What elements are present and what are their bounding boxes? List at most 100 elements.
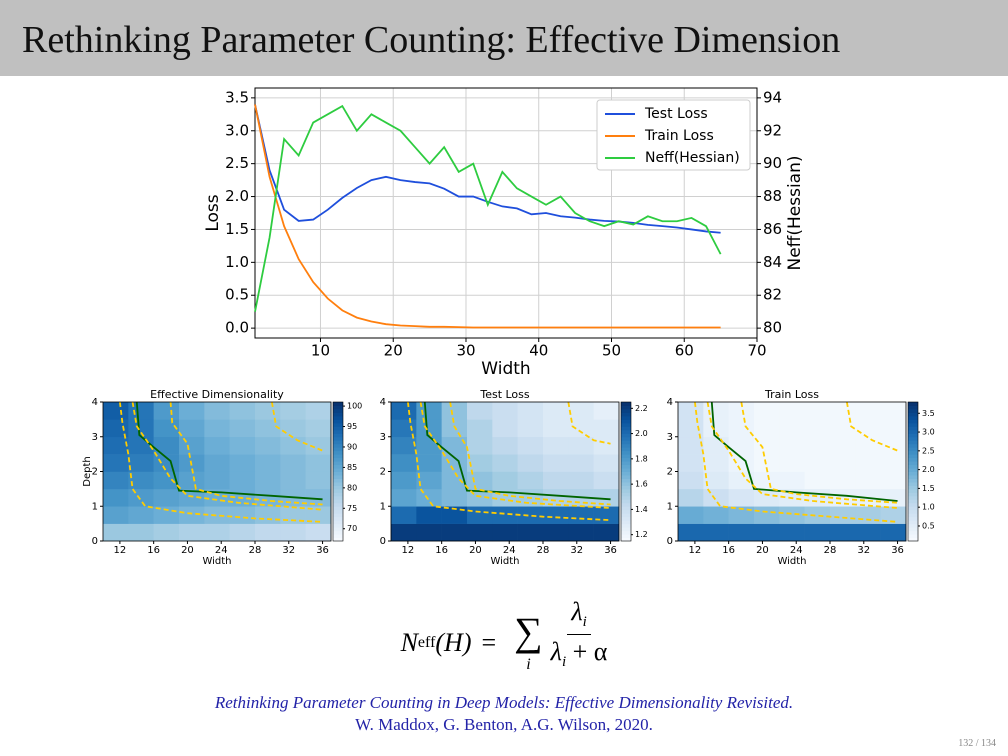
heatmap-cell [416,488,442,507]
colorbar-frame [907,401,919,542]
heatmap-cell [804,436,831,455]
colorbar-step [333,408,343,413]
colorbar-step [333,443,343,448]
colorbar-step [621,450,631,455]
heatmap-cell [467,419,493,438]
heatmap-cell [255,506,281,524]
colorbar-step [621,422,631,427]
colorbar-step [908,450,918,455]
citation-authors: W. Maddox, G. Benton, A.G. Wilson, 2020. [355,715,653,734]
colorbar-step [333,530,343,535]
heatmap-cell [593,454,620,472]
heatmap-cell [128,402,154,420]
heatmap-cell [728,488,755,507]
contour [693,401,898,523]
y-tick-label: 3.0 [225,121,249,139]
heatmap-cell [416,506,442,524]
heatmap-cell [280,471,306,490]
heatmap-cell [728,436,755,455]
formula-sum: ∑ i [514,612,543,674]
heatmap-cell [153,523,180,542]
colorbar-step [333,429,343,434]
colorbar-step [333,513,343,518]
heatmap-cell [179,506,205,524]
colorbar-step [333,516,343,521]
colorbar-step [908,513,918,518]
x-tick-label: 28 [249,545,262,556]
lambda: λ [550,636,562,666]
chart-title: Test Loss [479,388,530,401]
heatmap-cell [754,454,780,472]
heatmap-cell [255,402,281,420]
colorbar-step [621,537,631,542]
heatmap-cell [280,436,306,455]
heatmap-cell [568,506,594,524]
heatmap-cell [754,436,780,455]
heatmap-cell [204,454,230,472]
colorbar-tick-label: 85 [347,463,357,472]
colorbar-step [908,405,918,410]
heatmap-cell [305,523,332,542]
heatmap-cell [467,436,493,455]
colorbar-step [621,488,631,493]
colorbar-tick-label: 2.5 [922,446,935,455]
heatmap-cell [855,454,881,472]
colorbar-step [621,412,631,417]
heatmap-cell [880,402,907,420]
heatmap-cell [305,471,332,490]
colorbar-step [908,419,918,424]
heatmap-cell [391,523,417,542]
colorbar-step [333,412,343,417]
heatmap-cell [855,402,881,420]
heatmap-cell [880,471,907,490]
colorbar-step [333,481,343,486]
colorbar-step [621,468,631,472]
x-axis-label: Width [490,556,519,567]
heatmap-cell [678,471,704,490]
formula-subscript: eff [417,634,436,651]
denominator-rest: + α [572,636,608,666]
y-tick-label: 2 [92,467,98,478]
colorbar-step [621,530,631,535]
colorbar-step [621,485,631,490]
colorbar-step [333,402,343,406]
heatmap-cell [880,506,907,524]
line-series [254,104,721,329]
heatmap-cell [280,523,306,542]
colorbar-step [908,509,918,514]
formula-fraction: λi λi + α [551,597,608,670]
colorbar-step [333,520,343,525]
contour [271,401,323,452]
heatmap-cell [804,402,831,420]
contour [740,401,898,504]
lambda-sub: i [561,653,567,670]
heatmap-cell [467,523,493,542]
lambda-sub: i [582,614,587,631]
heatmap-cell [128,454,154,472]
heatmap-cell [103,488,129,507]
heatmap-cell [255,488,281,507]
heatmap-cell [779,506,805,524]
heatmap-cell [593,471,620,490]
heatmap-cell [779,471,805,490]
y-tick-label: 2.0 [225,187,249,205]
x-tick-label: 20 [469,545,482,556]
heatmap-cell [153,488,180,507]
heatmap-cell [703,523,729,542]
x-axis-label: Width [777,556,806,567]
legend-label: Neff(Hessian) [645,150,740,166]
heatmap-cell [103,436,129,455]
heatmap-cell [678,436,704,455]
heatmap-cell [128,471,154,490]
colorbar-step [333,474,343,479]
heatmap-cell [492,523,518,542]
heatmap-cell [855,436,881,455]
colorbar-step [621,509,631,514]
chart-title: Effective Dimensionality [150,388,284,401]
x-tick-label: 20 [181,545,194,556]
x-tick-label: 24 [503,545,516,556]
colorbar-step [908,412,918,417]
y-tick-label: 2 [667,467,673,478]
colorbar-step [333,461,343,466]
